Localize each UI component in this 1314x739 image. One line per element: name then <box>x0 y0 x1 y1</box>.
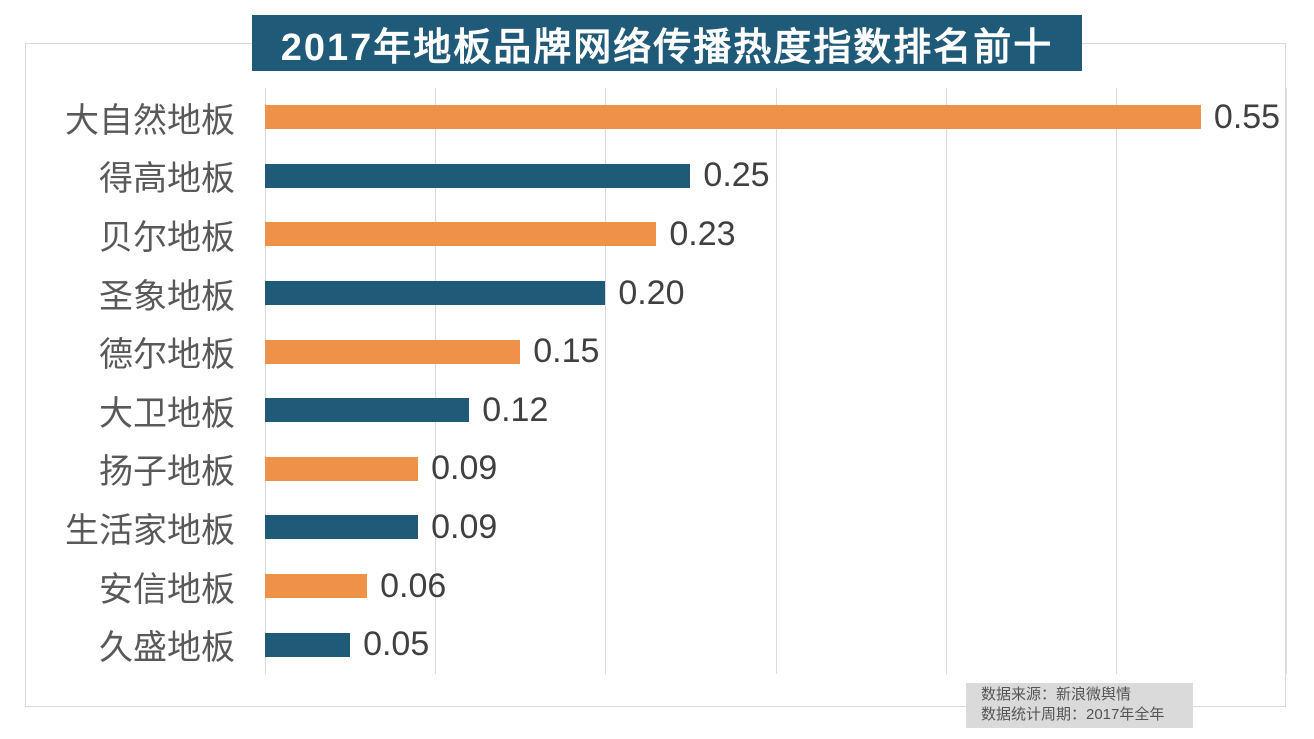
category-axis: 大自然地板得高地板贝尔地板圣象地板德尔地板大卫地板扬子地板生活家地板安信地板久盛… <box>0 88 237 674</box>
plot-frame <box>25 43 1286 707</box>
category-label: 扬子地板 <box>99 453 235 492</box>
bar-row: 0.20 <box>265 264 1286 323</box>
category-label: 贝尔地板 <box>99 218 235 257</box>
bar <box>265 339 521 364</box>
plot-area: 0.55 0.25 0.23 0.20 0.15 0.12 0.09 0.09 0.06 0.05 <box>265 88 1287 674</box>
value-label: 0.55 <box>1213 97 1281 136</box>
category-label: 久盛地板 <box>99 629 235 668</box>
bar-row: 0.06 <box>265 557 1286 616</box>
bar <box>265 105 1201 130</box>
gridline <box>945 88 947 674</box>
value-label: 0.05 <box>363 625 430 664</box>
bar <box>265 281 606 306</box>
bar <box>265 398 470 423</box>
value-label: 0.25 <box>703 156 770 195</box>
bar-row: 0.09 <box>265 498 1286 557</box>
gridline <box>1286 88 1287 674</box>
bar-row: 0.12 <box>265 381 1286 440</box>
chart-title: 2017年地板品牌网络传播热度指数排名前十 <box>252 15 1082 71</box>
category-label: 德尔地板 <box>99 336 235 375</box>
source-line-2: 数据统计周期：2017年全年 <box>981 706 1165 723</box>
gridline <box>605 88 607 674</box>
category-label: 圣象地板 <box>99 277 235 316</box>
bar-row: 0.09 <box>265 440 1286 499</box>
category-label: 大卫地板 <box>99 394 235 433</box>
value-label: 0.15 <box>533 332 600 371</box>
gridline <box>265 88 266 674</box>
value-label: 0.09 <box>431 507 498 546</box>
source-line-1: 数据来源：新浪微舆情 <box>981 686 1132 703</box>
gridline <box>775 88 777 674</box>
bar <box>265 515 419 540</box>
value-label: 0.12 <box>482 390 549 429</box>
bar <box>265 632 351 657</box>
category-label: 大自然地板 <box>65 101 235 140</box>
value-label: 0.06 <box>380 566 447 605</box>
bar-row: 0.25 <box>265 147 1286 206</box>
source-note: 数据来源：新浪微舆情 数据统计周期：2017年全年 <box>966 683 1193 728</box>
bar <box>265 163 691 188</box>
category-label: 生活家地板 <box>65 511 235 550</box>
gridline <box>435 88 437 674</box>
gridline <box>1115 88 1117 674</box>
value-label: 0.23 <box>669 214 736 253</box>
bar-row: 0.23 <box>265 205 1286 264</box>
value-label: 0.20 <box>618 273 685 312</box>
bar <box>265 574 368 599</box>
bar <box>265 222 657 247</box>
bar-row: 0.05 <box>265 615 1286 674</box>
bar <box>265 456 419 481</box>
bar-row: 0.55 <box>265 88 1286 147</box>
bar-row: 0.15 <box>265 322 1286 381</box>
value-label: 0.09 <box>431 449 498 488</box>
category-label: 得高地板 <box>99 160 235 199</box>
category-label: 安信地板 <box>99 570 235 609</box>
